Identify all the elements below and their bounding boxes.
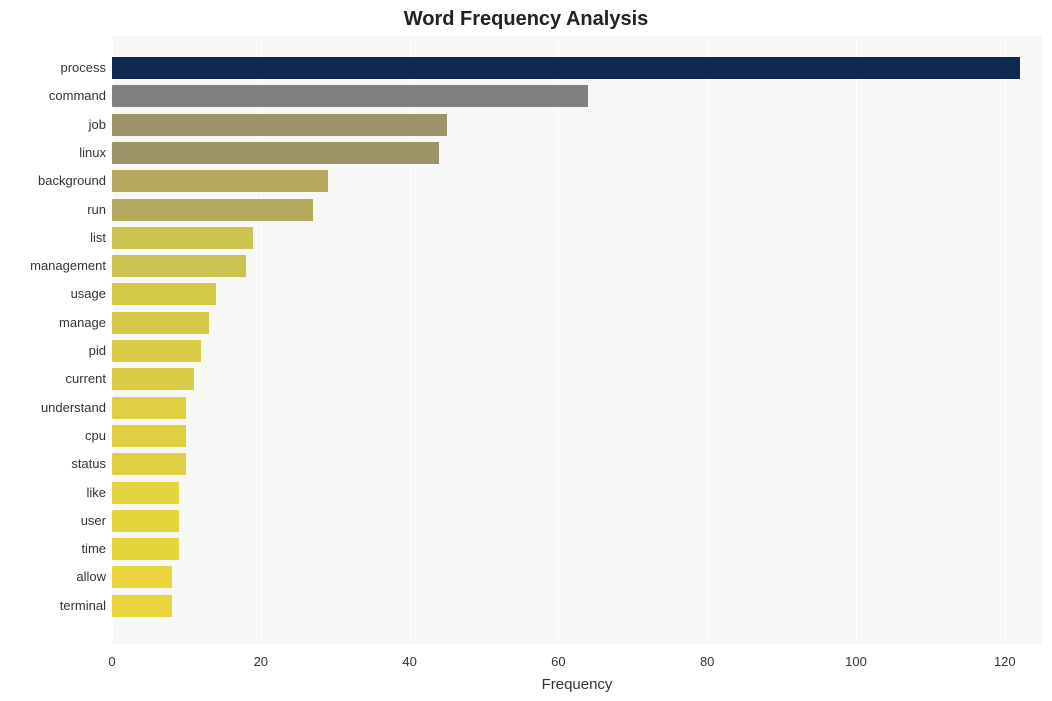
bar bbox=[112, 199, 313, 221]
word-frequency-chart: Word Frequency Analysis process command jo… bbox=[0, 0, 1052, 701]
x-axis-title: Frequency bbox=[112, 676, 1042, 693]
gridline bbox=[856, 36, 857, 644]
y-tick-label: like bbox=[2, 482, 106, 504]
bar bbox=[112, 538, 179, 560]
y-tick-label: job bbox=[2, 114, 106, 136]
bar bbox=[112, 510, 179, 532]
y-tick-label: cpu bbox=[2, 425, 106, 447]
bar bbox=[112, 57, 1020, 79]
y-tick-label: run bbox=[2, 199, 106, 221]
bar bbox=[112, 255, 246, 277]
y-tick-label: status bbox=[2, 453, 106, 475]
chart-title: Word Frequency Analysis bbox=[0, 8, 1052, 31]
bar bbox=[112, 283, 216, 305]
bar bbox=[112, 312, 209, 334]
y-tick-label: process bbox=[2, 57, 106, 79]
y-tick-label: linux bbox=[2, 142, 106, 164]
bar bbox=[112, 227, 253, 249]
bar bbox=[112, 368, 194, 390]
x-tick-label: 120 bbox=[994, 654, 1016, 669]
bar bbox=[112, 114, 447, 136]
y-tick-label: management bbox=[2, 255, 106, 277]
plot-area bbox=[112, 36, 1042, 644]
bar bbox=[112, 170, 328, 192]
bar bbox=[112, 397, 186, 419]
bar bbox=[112, 85, 588, 107]
bar bbox=[112, 142, 439, 164]
y-tick-label: current bbox=[2, 368, 106, 390]
y-tick-label: usage bbox=[2, 283, 106, 305]
x-tick-label: 80 bbox=[700, 654, 714, 669]
x-tick-label: 100 bbox=[845, 654, 867, 669]
x-tick-label: 20 bbox=[254, 654, 268, 669]
y-tick-label: list bbox=[2, 227, 106, 249]
x-tick-label: 40 bbox=[402, 654, 416, 669]
bar bbox=[112, 425, 186, 447]
bar bbox=[112, 453, 186, 475]
y-tick-label: understand bbox=[2, 397, 106, 419]
y-tick-label: command bbox=[2, 85, 106, 107]
y-tick-label: time bbox=[2, 538, 106, 560]
bar bbox=[112, 595, 172, 617]
y-tick-label: terminal bbox=[2, 595, 106, 617]
y-tick-label: user bbox=[2, 510, 106, 532]
x-tick-label: 0 bbox=[108, 654, 115, 669]
gridline bbox=[558, 36, 559, 644]
y-tick-label: pid bbox=[2, 340, 106, 362]
y-tick-label: manage bbox=[2, 312, 106, 334]
x-tick-label: 60 bbox=[551, 654, 565, 669]
y-tick-label: allow bbox=[2, 566, 106, 588]
gridline bbox=[1005, 36, 1006, 644]
gridline bbox=[707, 36, 708, 644]
x-axis: Frequency 020406080100120 bbox=[112, 648, 1042, 688]
y-tick-label: background bbox=[2, 170, 106, 192]
bar bbox=[112, 482, 179, 504]
bar bbox=[112, 340, 201, 362]
bar bbox=[112, 566, 172, 588]
